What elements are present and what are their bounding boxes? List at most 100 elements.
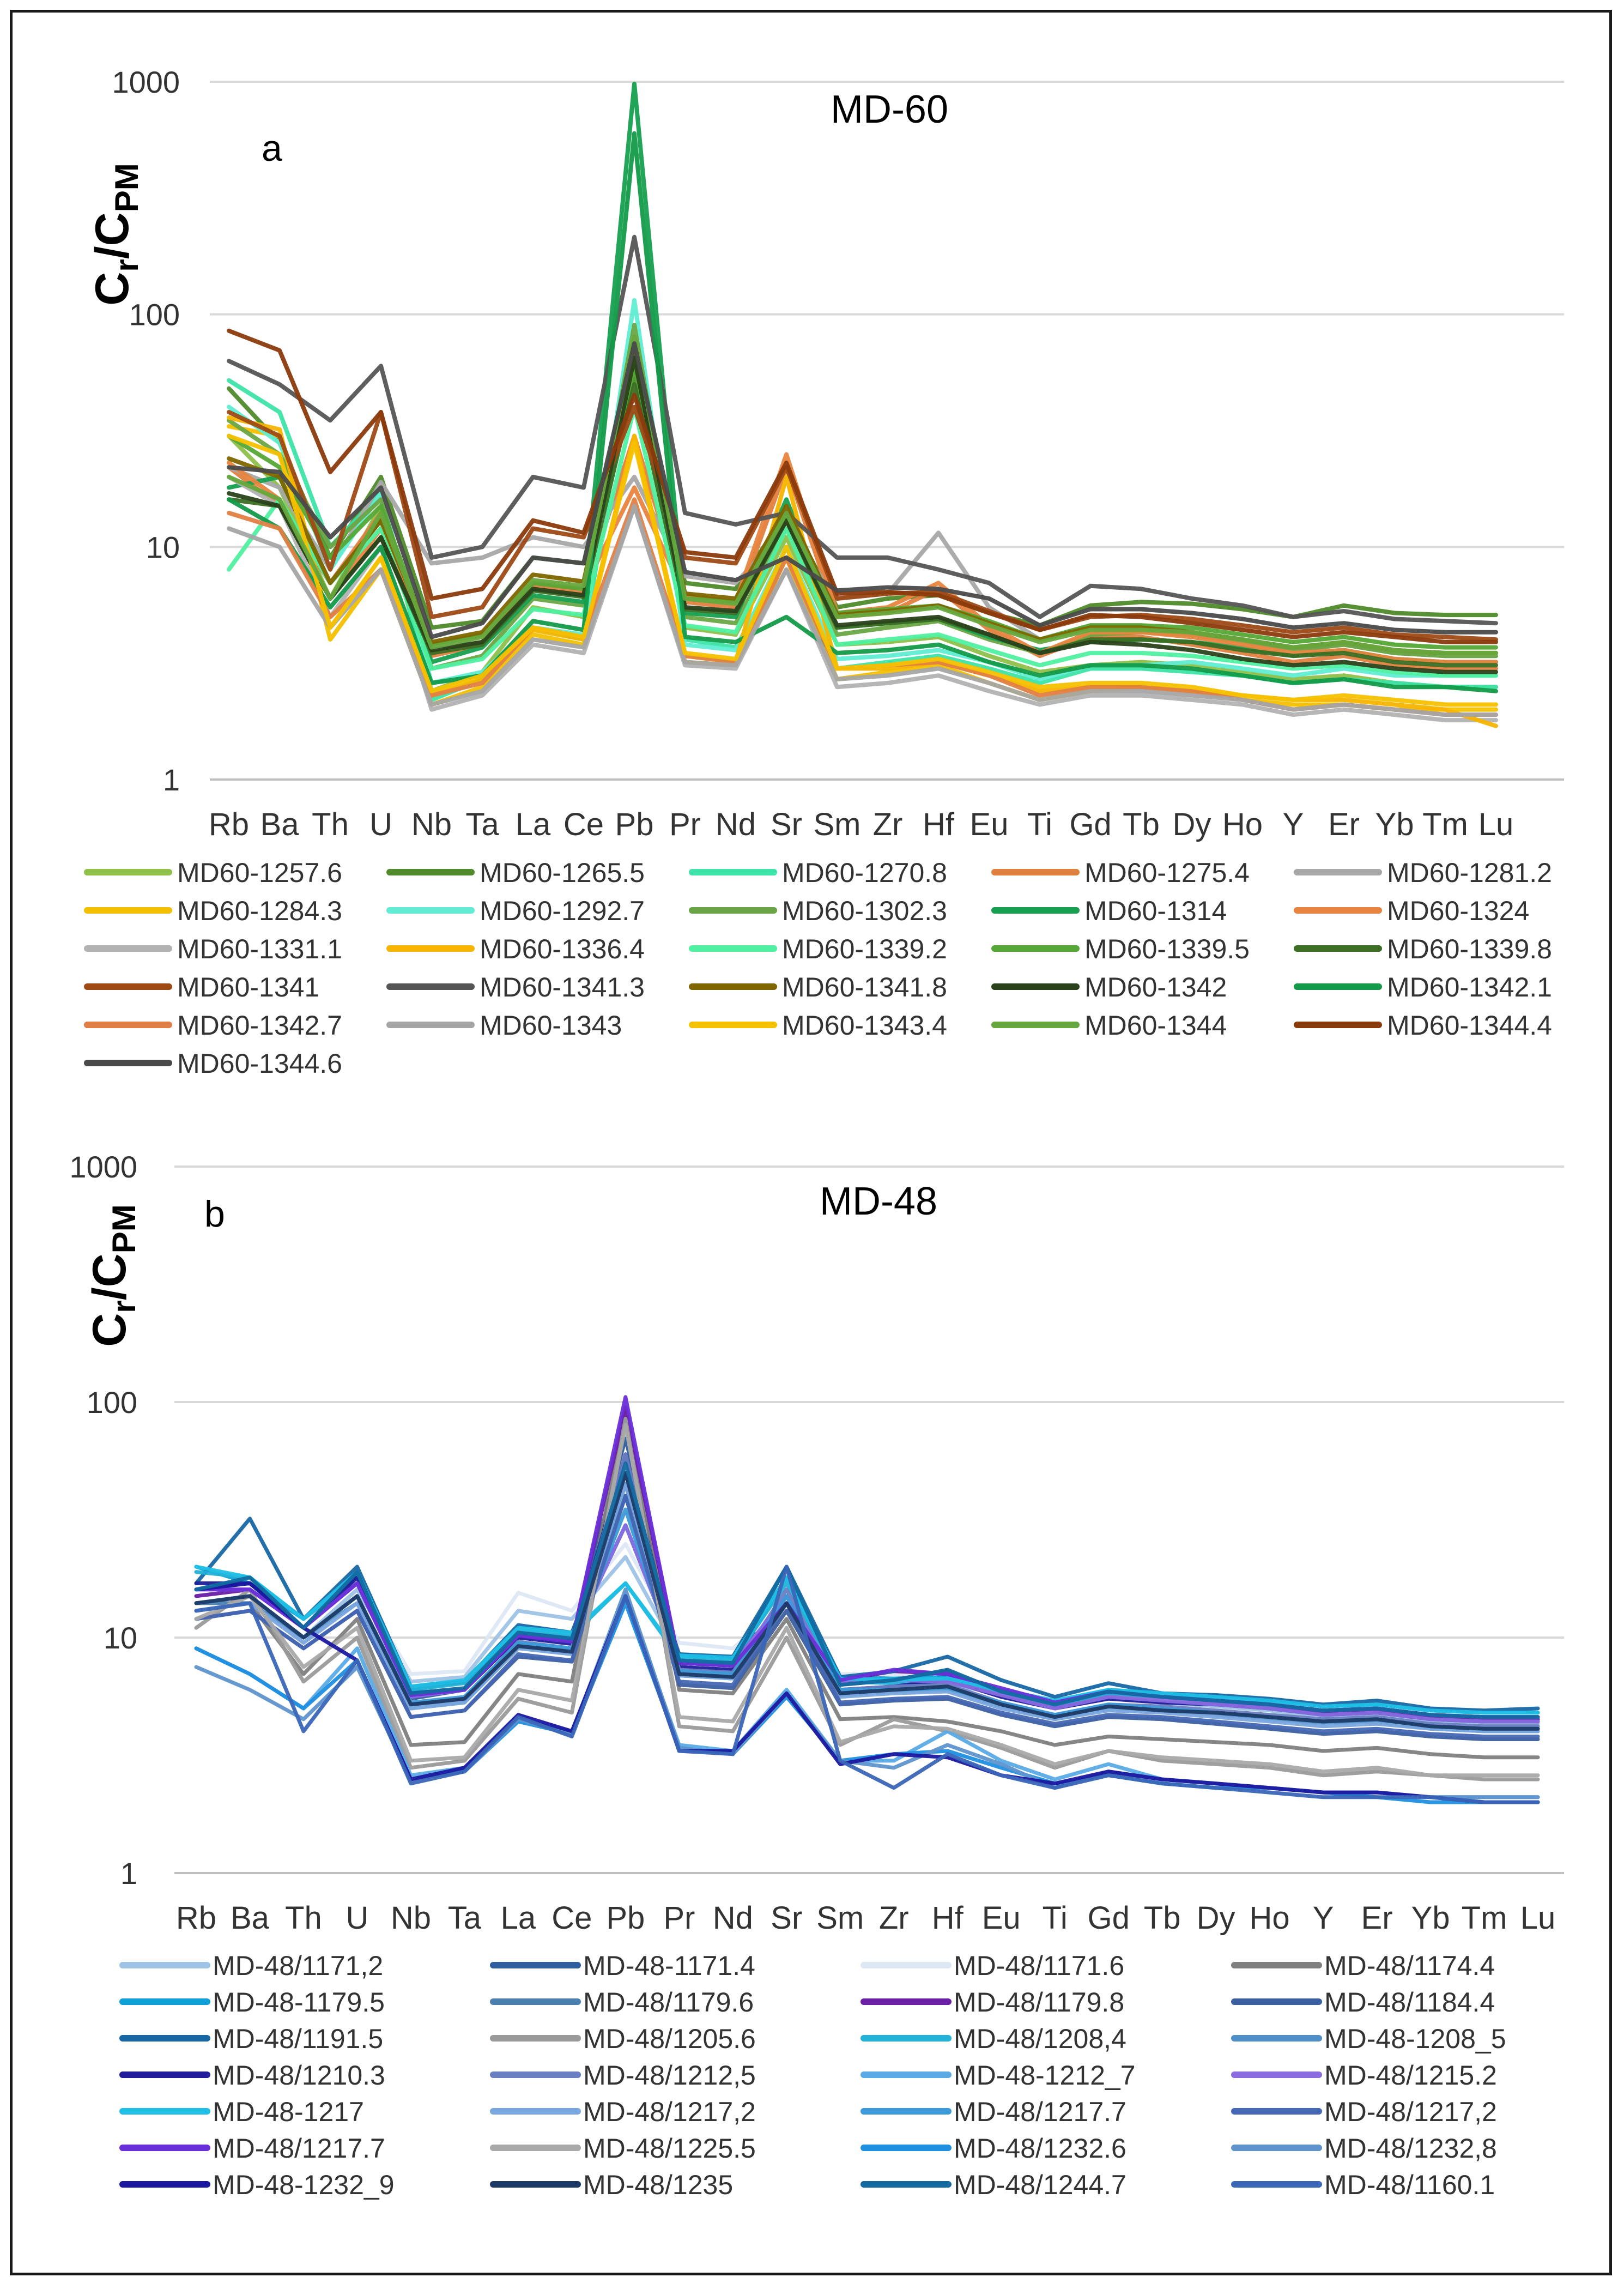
legend-label: MD60-1344	[1084, 1010, 1227, 1041]
series-line-26	[194, 1471, 1540, 1731]
legend-label: MD-48/1244.7	[954, 2170, 1126, 2200]
x-tick-label-Er: Er	[1361, 1900, 1393, 1936]
legend-item: MD-48/1215.2	[1231, 2060, 1497, 2091]
x-tick-label-Sr: Sr	[771, 1900, 802, 1936]
legend-item: MD60-1314	[991, 896, 1227, 926]
chart-panel-a: 1 10 100 1000 Rb Ba Th U Nb Ta La Ce Pb Pr Nd Sr Sm Zr Hf E…	[84, 65, 1564, 1079]
series-group	[194, 1395, 1540, 1804]
y-tick-label: 1000	[112, 65, 180, 99]
legend-label: MD-48/1174.4	[1324, 1950, 1495, 1981]
legend-item: MD60-1339.8	[1294, 934, 1552, 964]
series-line-10	[194, 1417, 1540, 1781]
legend-item: MD-48-1212_7	[861, 2060, 1136, 2091]
legend-item: MD60-1342.1	[1294, 972, 1552, 1002]
series-line-17	[227, 234, 1498, 626]
y-axis-label-part: /C	[83, 1253, 136, 1300]
legend-label: MD60-1343	[480, 1010, 622, 1041]
legend-item: MD-48/1171,2	[119, 1950, 383, 1981]
x-tick-label-Ti: Ti	[1027, 807, 1052, 842]
x-tick-label-Yb: Yb	[1375, 807, 1414, 842]
legend-item: MD-48/1191.5	[119, 2024, 383, 2054]
legend-item: MD60-1292.7	[386, 896, 645, 926]
legend: MD-48/1171,2 MD-48-1171.4 MD-48/1171.6 MD-4…	[119, 1950, 1506, 2200]
legend-label: MD-48/1215.2	[1324, 2060, 1497, 2091]
legend-label: MD-48/1184.4	[1324, 1987, 1495, 2018]
legend-label: MD-48/1208,4	[954, 2024, 1126, 2054]
legend-label: MD-48-1212_7	[954, 2060, 1136, 2091]
legend-label: MD60-1342.1	[1387, 972, 1552, 1002]
y-axis-label: Cr/CPM	[86, 163, 145, 305]
legend-label: MD60-1339.2	[782, 934, 947, 964]
y-axis-label-part: C	[83, 1313, 136, 1347]
x-tick-label-Sm: Sm	[814, 807, 861, 842]
series-line-11	[227, 474, 1498, 723]
legend-label: MD60-1344.6	[177, 1048, 342, 1079]
x-tick-label-Pb: Pb	[615, 807, 654, 842]
x-tick-label-Ba: Ba	[231, 1900, 270, 1936]
legend-item: MD-48/1232,8	[1231, 2133, 1497, 2164]
legend-item: MD-48-1208_5	[1231, 2024, 1506, 2054]
legend-item: MD60-1343	[386, 1010, 622, 1041]
x-tick-label-Hf: Hf	[932, 1900, 964, 1936]
legend-label: MD-48/1232.6	[954, 2133, 1126, 2164]
x-tick-label-Yb: Yb	[1411, 1900, 1450, 1936]
legend-label: MD-48-1232_9	[213, 2170, 395, 2200]
legend-item: MD60-1342	[991, 972, 1227, 1002]
legend-label: MD-48/1179.8	[954, 1987, 1124, 2018]
x-tick-label-Y: Y	[1283, 807, 1304, 842]
legend-label: MD60-1342	[1084, 972, 1227, 1002]
x-tick-label-Ce: Ce	[563, 807, 604, 842]
x-tick-label-Ho: Ho	[1222, 807, 1263, 842]
series-line-28	[194, 1565, 1540, 1804]
legend-label: MD-48/1212,5	[583, 2060, 756, 2091]
series-line-4	[194, 1411, 1540, 1760]
series-line-26	[227, 341, 1498, 639]
y-tick-label: 10	[146, 530, 180, 564]
legend-item: MD60-1302.3	[689, 896, 947, 926]
x-tick-label-La: La	[516, 807, 551, 842]
x-tick-label-Nd: Nd	[716, 807, 756, 842]
legend-item: MD-48-1232_9	[119, 2170, 395, 2200]
legend-item: MD-48/1179.6	[490, 1987, 754, 2018]
y-axis-label: Cr/CPM	[83, 1204, 142, 1346]
legend-label: MD-48/1171.6	[954, 1950, 1124, 1981]
legend-item: MD-48-1217	[119, 2097, 364, 2127]
x-tick-label-Nb: Nb	[391, 1900, 431, 1936]
legend-item: MD-48/1217,2	[1231, 2097, 1497, 2127]
series-line-25	[227, 328, 1498, 644]
legend-item: MD-48/1235	[490, 2170, 733, 2200]
x-tick-label-Ce: Ce	[552, 1900, 592, 1936]
legend-item: MD60-1257.6	[84, 857, 342, 888]
y-axis-label-part: r	[106, 1300, 142, 1313]
legend-label: MD60-1336.4	[480, 934, 645, 964]
legend-item: MD60-1281.2	[1294, 857, 1552, 888]
legend-item: MD-48/1171.6	[861, 1950, 1124, 1981]
legend: MD60-1257.6 MD60-1265.5 MD60-1270.8 MD60-12…	[84, 857, 1552, 1079]
x-tick-label-Th: Th	[312, 807, 349, 842]
legend-item: MD-48/1244.7	[861, 2170, 1126, 2200]
legend-item: MD-48/1174.4	[1231, 1950, 1495, 1981]
legend-item: MD-48/1217.7	[119, 2133, 385, 2164]
legend-label: MD60-1265.5	[480, 857, 645, 888]
x-tick-label-Rb: Rb	[176, 1900, 216, 1936]
x-tick-label-La: La	[501, 1900, 536, 1936]
legend-label: MD-48/1179.6	[583, 1987, 754, 2018]
legend-item: MD-48/1160.1	[1231, 2170, 1495, 2200]
legend-label: MD-48/1217,2	[583, 2097, 756, 2127]
x-tick-label-Pr: Pr	[669, 807, 701, 842]
x-tick-label-Tm: Tm	[1422, 807, 1468, 842]
series-line-27	[194, 1461, 1540, 1719]
legend-label: MD60-1344.4	[1387, 1010, 1552, 1041]
y-axis-label-part: /C	[86, 212, 138, 259]
x-tick-label-Hf: Hf	[923, 807, 955, 842]
legend-item: MD-48/1205.6	[490, 2024, 756, 2054]
x-tick-label-Dy: Dy	[1173, 807, 1211, 842]
legend-item: MD60-1284.3	[84, 896, 342, 926]
series-line-19	[227, 355, 1498, 674]
legend-label: MD-48/1210.3	[213, 2060, 385, 2091]
series-line-23	[227, 433, 1498, 707]
legend-item: MD60-1341.3	[386, 972, 645, 1002]
y-axis-label-part: C	[86, 272, 138, 306]
legend-label: MD-48/1160.1	[1324, 2170, 1495, 2200]
